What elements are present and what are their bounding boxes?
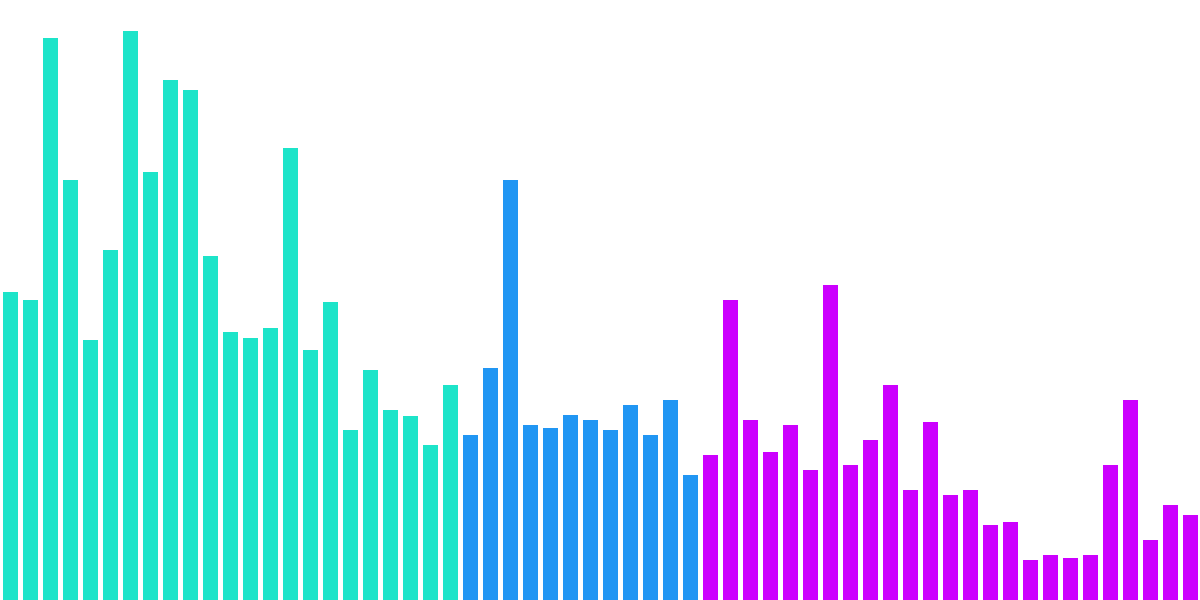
bar <box>1123 400 1138 600</box>
bar <box>443 385 458 600</box>
bar <box>783 425 798 600</box>
bar <box>23 300 38 600</box>
bar <box>163 80 178 600</box>
bar <box>923 422 938 600</box>
bar <box>983 525 998 600</box>
bar <box>323 302 338 600</box>
bar <box>143 172 158 600</box>
bar <box>703 455 718 600</box>
bar <box>263 328 278 600</box>
bar <box>343 430 358 600</box>
bar <box>743 420 758 600</box>
bar <box>1063 558 1078 600</box>
bar <box>643 435 658 600</box>
bar <box>403 416 418 600</box>
bar <box>383 410 398 600</box>
bar <box>683 475 698 600</box>
bar <box>423 445 438 600</box>
bar <box>83 340 98 600</box>
bar <box>3 292 18 600</box>
bar <box>1003 522 1018 600</box>
bar <box>1163 505 1178 600</box>
bar <box>843 465 858 600</box>
bar <box>863 440 878 600</box>
bar <box>723 300 738 600</box>
bar <box>463 435 478 600</box>
bar <box>623 405 638 600</box>
bar <box>183 90 198 600</box>
bar <box>543 428 558 600</box>
bar <box>903 490 918 600</box>
bar <box>1103 465 1118 600</box>
bar <box>823 285 838 600</box>
bar <box>583 420 598 600</box>
bar <box>763 452 778 600</box>
bar <box>363 370 378 600</box>
bar <box>483 368 498 600</box>
bar <box>123 31 138 600</box>
bar <box>303 350 318 600</box>
bar <box>1083 555 1098 600</box>
bar <box>223 332 238 600</box>
bar <box>283 148 298 600</box>
bar <box>943 495 958 600</box>
bar <box>1183 515 1198 600</box>
bar <box>203 256 218 600</box>
bar <box>1023 560 1038 600</box>
bar <box>503 180 518 600</box>
bar <box>1143 540 1158 600</box>
bar <box>963 490 978 600</box>
bar <box>803 470 818 600</box>
bar <box>883 385 898 600</box>
bar <box>563 415 578 600</box>
bar <box>243 338 258 600</box>
bar <box>63 180 78 600</box>
bar <box>603 430 618 600</box>
bar-chart <box>0 0 1200 600</box>
bar <box>523 425 538 600</box>
bar <box>43 38 58 600</box>
bar <box>663 400 678 600</box>
bar <box>1043 555 1058 600</box>
bar <box>103 250 118 600</box>
